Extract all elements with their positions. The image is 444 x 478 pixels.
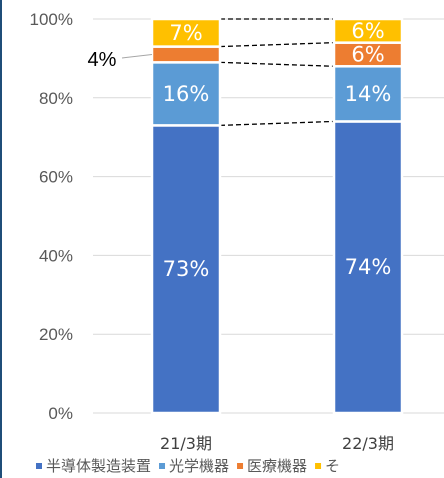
series-connector-lines: [219, 18, 335, 127]
legend-marker: [36, 463, 42, 469]
y-tick-label: 40%: [39, 246, 73, 265]
legend-marker: [237, 463, 244, 469]
y-tick-label: 20%: [39, 325, 73, 344]
bar-segment: [332, 17, 404, 44]
leader-line: [121, 53, 153, 59]
series-line: [219, 120, 335, 127]
frame-border-left: [0, 0, 2, 478]
data-label: 16%: [163, 82, 210, 106]
bar-segment: [332, 120, 404, 415]
data-label: 6%: [351, 19, 384, 43]
series-line: [219, 41, 335, 48]
data-label: 74%: [345, 255, 392, 279]
data-label: 7%: [169, 21, 202, 45]
y-tick-label: 60%: [39, 168, 73, 187]
y-tick-label: 0%: [48, 404, 73, 423]
legend-label: 光学機器: [169, 457, 229, 475]
bar-segment: [150, 17, 222, 48]
x-tick-label: 21/3期: [160, 434, 212, 453]
y-axis-ticks: 0% 20% 40% 60% 80% 100%: [30, 10, 73, 423]
x-axis-categories: 21/3期 22/3期: [160, 434, 394, 453]
data-label: 4%: [88, 49, 117, 71]
legend-marker: [315, 463, 322, 469]
legend-label: 医療機器: [247, 457, 307, 475]
series-line: [219, 61, 335, 67]
bar-segment: [150, 124, 222, 415]
bar-segment: [150, 61, 222, 127]
legend-marker: [159, 463, 166, 469]
bar-segment: [150, 45, 222, 64]
legend-label: そ: [325, 457, 340, 475]
legend: 半導体製造装置 光学機器 医療機器そ: [36, 457, 340, 475]
bars: [150, 17, 404, 415]
callout-labels: 4%: [88, 49, 153, 71]
data-label: 73%: [163, 257, 210, 281]
data-label: 14%: [345, 82, 392, 106]
segment-labels: 73% 16% 7% 74% 14% 6%6%: [163, 19, 392, 281]
legend-label: 半導体製造装置: [46, 457, 151, 475]
data-label: 6%: [351, 42, 384, 66]
y-tick-label: 80%: [39, 89, 73, 108]
bar-segment: [332, 65, 404, 123]
y-tick-label: 100%: [30, 10, 73, 29]
x-tick-label: 22/3期: [342, 434, 394, 453]
